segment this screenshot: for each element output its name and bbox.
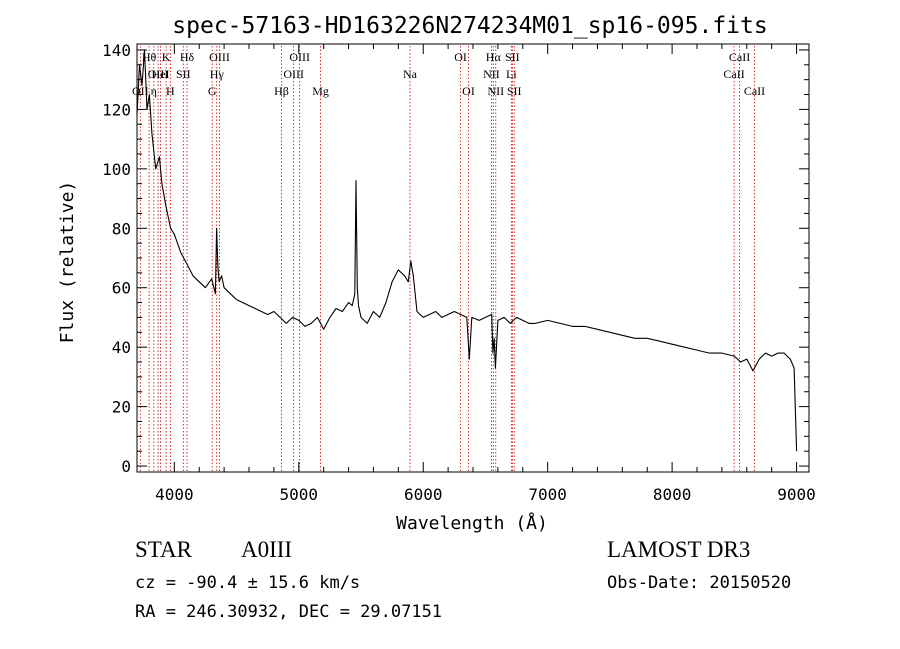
- survey-name: LAMOST DR3: [607, 537, 751, 562]
- spectral-line-label: H: [166, 84, 175, 98]
- object-subclass: A0III: [241, 537, 293, 562]
- spectral-line-label: NII: [487, 84, 504, 98]
- spectral-line-label: Hδ: [180, 50, 195, 64]
- spectral-line-label: OII: [132, 84, 149, 98]
- spectral-line-label: OIII: [148, 67, 169, 81]
- spectral-line-label: OI: [454, 50, 467, 64]
- spectral-line-label: CaII: [723, 67, 744, 81]
- spectral-line-label: Na: [403, 67, 418, 81]
- x-axis: 4000 5000 6000 7000 8000 9000: [155, 44, 816, 504]
- spectral-line-label: OIII: [289, 50, 310, 64]
- y-tick-label: 140: [102, 41, 131, 60]
- spectral-line-label: K: [162, 50, 171, 64]
- spectral-line-markers: [139, 46, 755, 472]
- spectral-line-label: OIII: [283, 67, 304, 81]
- spectral-line-label: Hγ: [210, 67, 225, 81]
- chart-title: spec-57163-HD163226N274234M01_sp16-095.f…: [172, 13, 767, 39]
- y-tick-label: 20: [112, 398, 131, 417]
- y-tick-label: 60: [112, 279, 131, 298]
- y-tick-label: 80: [112, 219, 131, 238]
- spectral-line-label: Mg: [312, 84, 329, 98]
- x-tick-label: 9000: [777, 485, 816, 504]
- y-tick-label: 0: [121, 457, 131, 476]
- observation-date: Obs-Date: 20150520: [607, 573, 792, 593]
- coordinates-readout: RA = 246.30932, DEC = 29.07151: [135, 602, 443, 622]
- spectral-line-label: CaII: [744, 84, 765, 98]
- spectral-line-label: Hα: [486, 50, 502, 64]
- spectral-line-label: SII: [507, 84, 522, 98]
- x-tick-label: 6000: [404, 485, 443, 504]
- spectral-line-label: OI: [462, 84, 475, 98]
- x-tick-label: 5000: [280, 485, 319, 504]
- x-tick-label: 7000: [528, 485, 567, 504]
- velocity-readout: cz = -90.4 ± 15.6 km/s: [135, 573, 361, 593]
- x-axis-label: Wavelength (Å): [396, 512, 548, 534]
- plot-frame: [136, 43, 810, 473]
- y-tick-label: 100: [102, 160, 131, 179]
- y-axis: 0 20 40 60 80 100 120 140: [102, 41, 809, 476]
- y-tick-label: 40: [112, 338, 131, 357]
- spectral-line-label: G: [208, 84, 217, 98]
- spectral-line-label: η: [151, 84, 157, 98]
- x-tick-label: 8000: [653, 485, 692, 504]
- y-tick-label: 120: [102, 100, 131, 119]
- x-tick-label: 4000: [155, 485, 194, 504]
- spectral-line-label: Li: [506, 67, 517, 81]
- y-axis-label: Flux (relative): [57, 181, 78, 344]
- object-class: STAR: [135, 537, 192, 562]
- spectrum-line: [136, 49, 798, 452]
- spectral-line-label: NII: [483, 67, 500, 81]
- spectral-line-label: Hθ: [142, 50, 157, 64]
- spectral-line-label: SII: [505, 50, 520, 64]
- spectral-line-label: SII: [176, 67, 191, 81]
- spectral-line-label: HeI: [152, 67, 170, 81]
- spectral-line-label: OIII: [209, 50, 230, 64]
- spectral-line-label: Hβ: [274, 84, 289, 98]
- spectral-line-label: CaII: [729, 50, 750, 64]
